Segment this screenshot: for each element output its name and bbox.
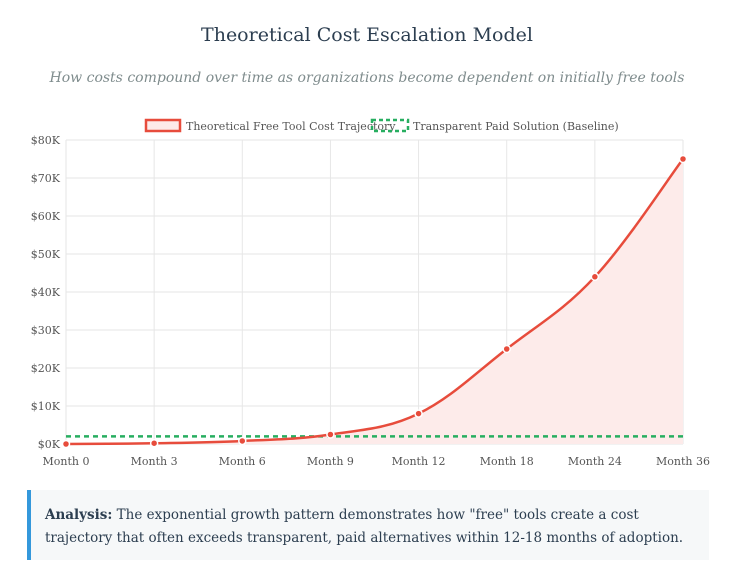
free-tool-data-point — [149, 438, 159, 448]
free-tool-data-point — [414, 409, 423, 418]
free-tool-data-point — [326, 430, 335, 439]
legend-label-paid-baseline: Transparent Paid Solution (Baseline) — [413, 120, 619, 133]
x-tick-label: Month 18 — [480, 455, 534, 468]
y-tick-label: $80K — [31, 134, 61, 147]
analysis-paragraph: Analysis: The exponential growth pattern… — [45, 490, 695, 550]
free-tool-data-point — [61, 439, 71, 449]
analysis-box: Analysis: The exponential growth pattern… — [27, 490, 709, 560]
x-tick-label: Month 9 — [307, 455, 354, 468]
legend-swatch-paid-baseline — [370, 118, 410, 133]
y-tick-label: $10K — [31, 400, 61, 413]
legend-label-free-tool: Theoretical Free Tool Cost Trajectory — [186, 120, 396, 133]
cost-escalation-chart: $0K $10K $20K $30K $40K $50K $60K $70K $80K Month… — [31, 118, 710, 468]
free-tool-data-point — [590, 272, 600, 282]
x-tick-label: Month 24 — [568, 455, 622, 468]
legend-swatch-free-tool — [144, 118, 182, 133]
analysis-label: Analysis: — [45, 507, 113, 523]
x-tick-label: Month 36 — [656, 455, 710, 468]
free-tool-data-point — [238, 436, 247, 446]
y-tick-label: $50K — [31, 248, 61, 261]
y-tick-label: $0K — [38, 438, 61, 451]
x-tick-label: Month 3 — [131, 455, 178, 468]
legend: Theoretical Free Tool Cost Trajectory Tra… — [144, 118, 619, 133]
y-tick-label: $60K — [31, 210, 61, 223]
y-tick-label: $70K — [31, 172, 61, 185]
chart-subtitle: How costs compound over time as organiza… — [49, 70, 685, 86]
x-tick-label: Month 6 — [219, 455, 266, 468]
x-tick-label: Month 0 — [43, 455, 90, 468]
analysis-body: The exponential growth pattern demonstra… — [45, 507, 684, 546]
y-tick-label: $40K — [31, 286, 61, 299]
free-tool-data-point — [502, 344, 511, 354]
x-tick-label: Month 12 — [392, 455, 446, 468]
chart-title: Theoretical Cost Escalation Model — [201, 24, 533, 46]
free-tool-data-point — [678, 154, 688, 164]
free-tool-area-fill — [66, 159, 683, 444]
y-tick-label: $30K — [31, 324, 61, 337]
y-tick-label: $20K — [31, 362, 61, 375]
